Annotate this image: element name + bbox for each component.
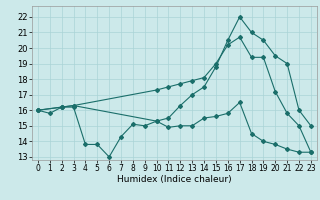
X-axis label: Humidex (Indice chaleur): Humidex (Indice chaleur) — [117, 175, 232, 184]
